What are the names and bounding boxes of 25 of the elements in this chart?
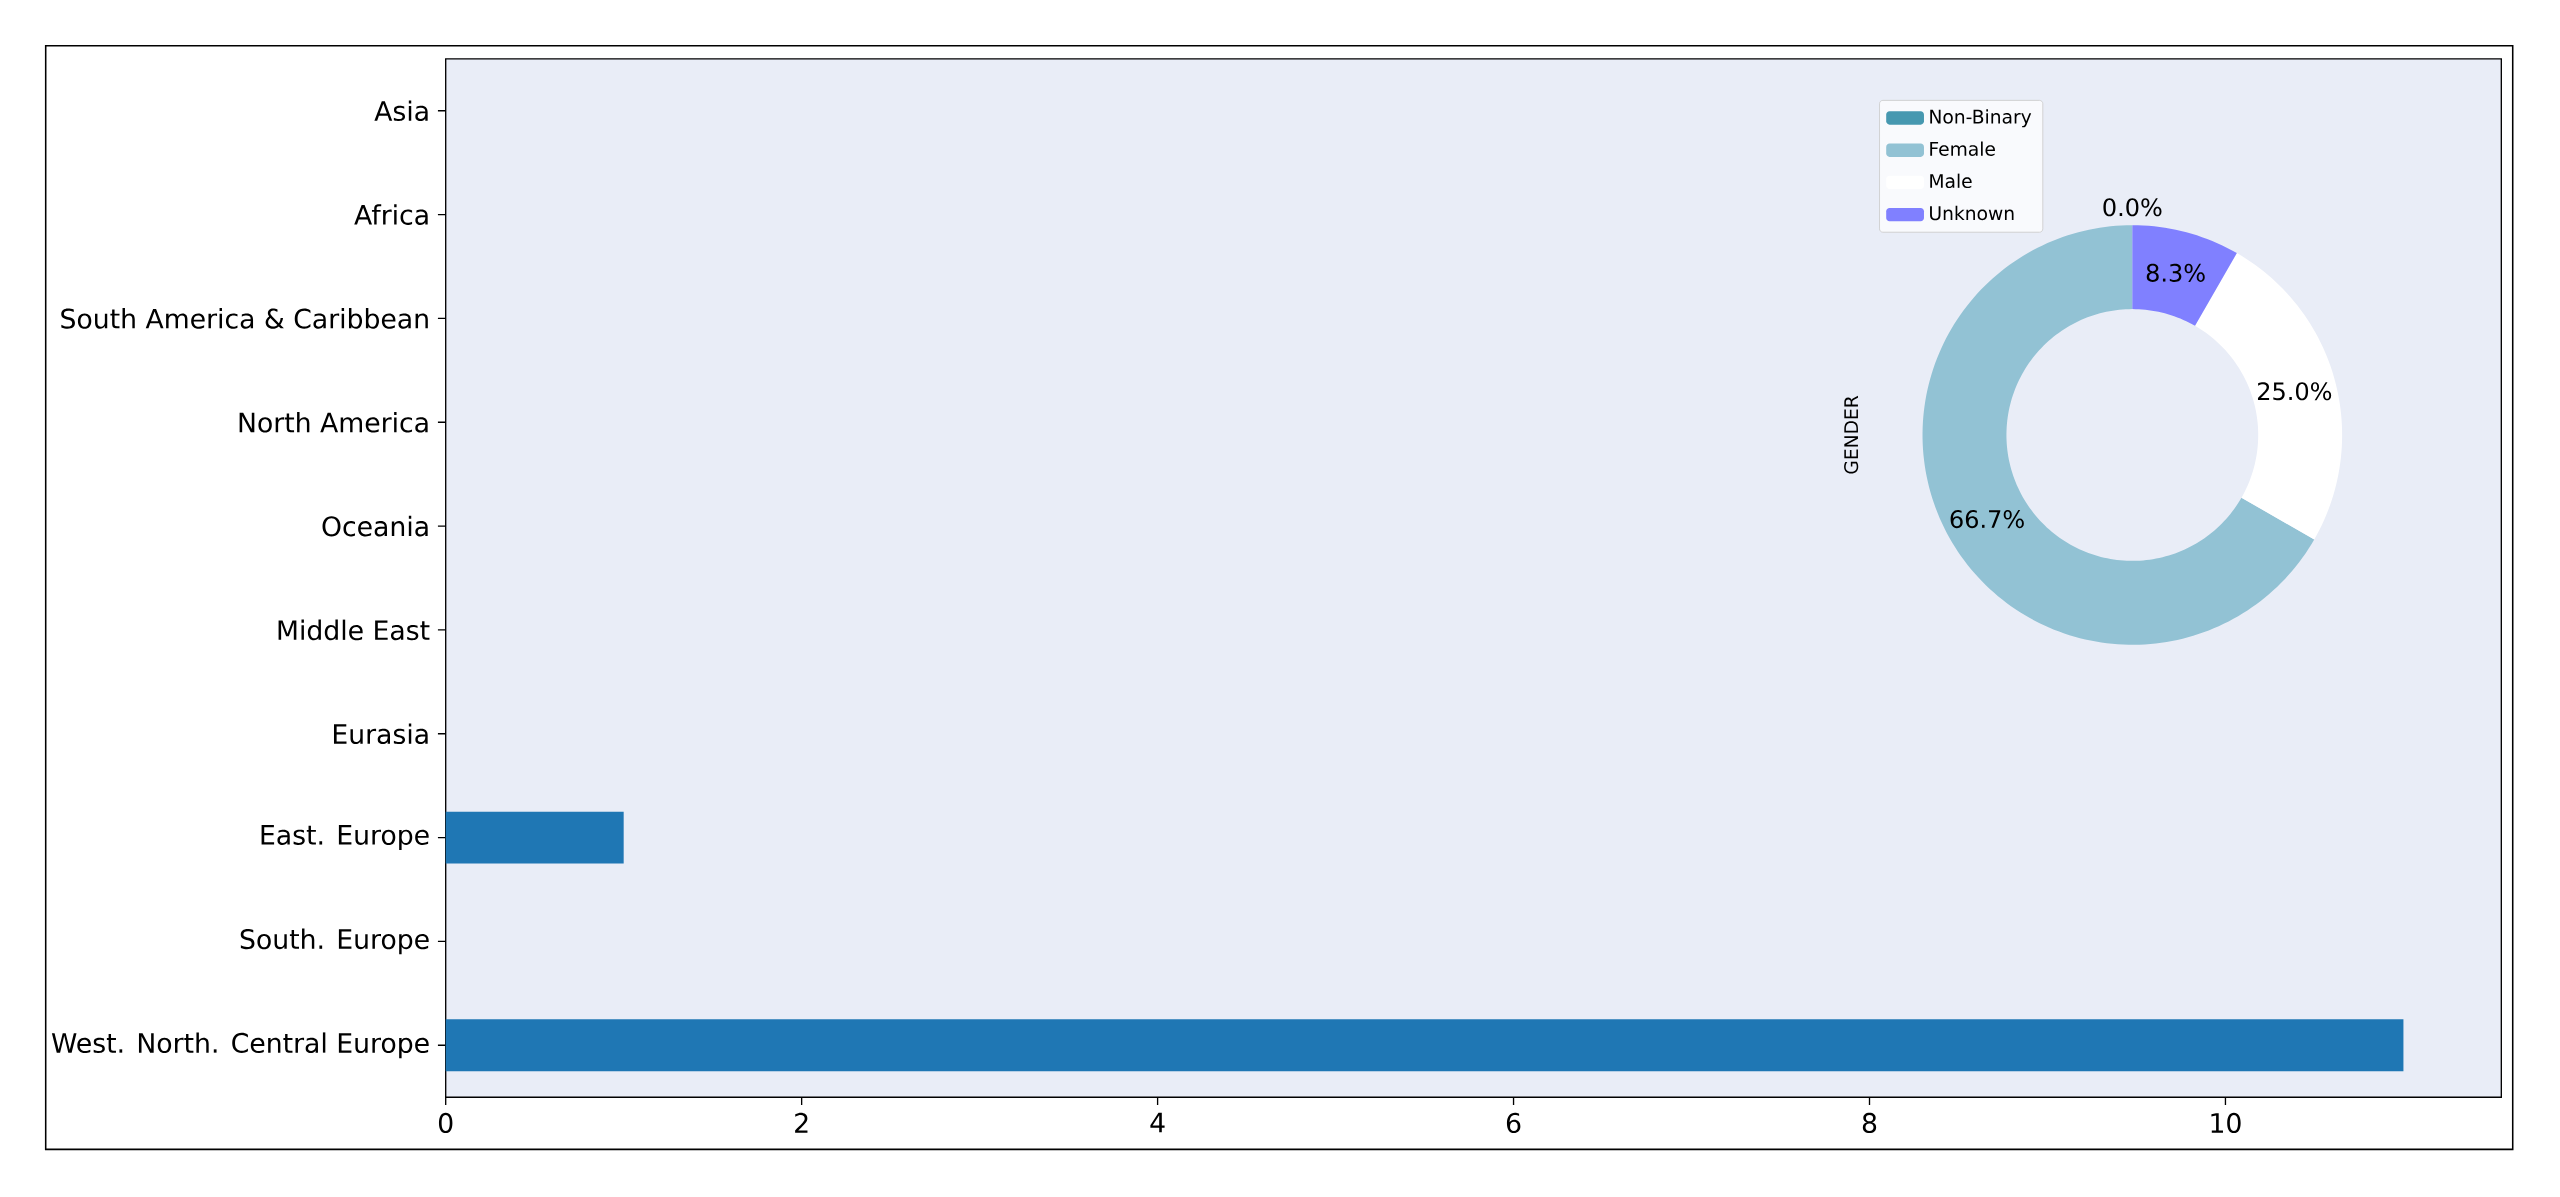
- y-tick-label: Middle East: [278, 619, 430, 641]
- y-tick-label: West. North. Central Europe: [51, 1032, 429, 1059]
- x-tick-label: 4: [1150, 1112, 1165, 1133]
- x-tick-label: 0: [438, 1112, 453, 1134]
- x-tick-label: 10: [2211, 1112, 2241, 1134]
- legend-label: Male: [1930, 173, 1972, 189]
- data-label: 25.0%: [2257, 382, 2332, 401]
- x-tick-label: 8: [1862, 1112, 1877, 1134]
- y-tick-label: Oceania: [322, 515, 428, 537]
- legend-label: Non-Binary: [1930, 109, 2032, 128]
- text: 0.0%: [2103, 198, 2162, 217]
- x-tick-label: 2: [795, 1112, 808, 1133]
- data-label: 8.3%: [2146, 263, 2205, 282]
- y-tick-label: Africa: [354, 204, 428, 225]
- y-tick-label: Eurasia: [333, 723, 428, 745]
- y-tick-label: South. Europe: [240, 928, 429, 955]
- y-tick-label: East. Europe: [261, 825, 429, 851]
- y-tick-label: Asia: [374, 100, 428, 122]
- text: GENDER: [1844, 395, 1859, 474]
- x-tick-label: 6: [1506, 1112, 1521, 1134]
- legend-label: Female: [1930, 141, 1995, 156]
- legend-label: Unknown: [1930, 205, 2014, 221]
- data-label: 66.7%: [1950, 509, 2024, 529]
- y-tick-label: South America & Caribbean: [61, 308, 428, 329]
- y-tick-label: North America: [239, 411, 428, 433]
